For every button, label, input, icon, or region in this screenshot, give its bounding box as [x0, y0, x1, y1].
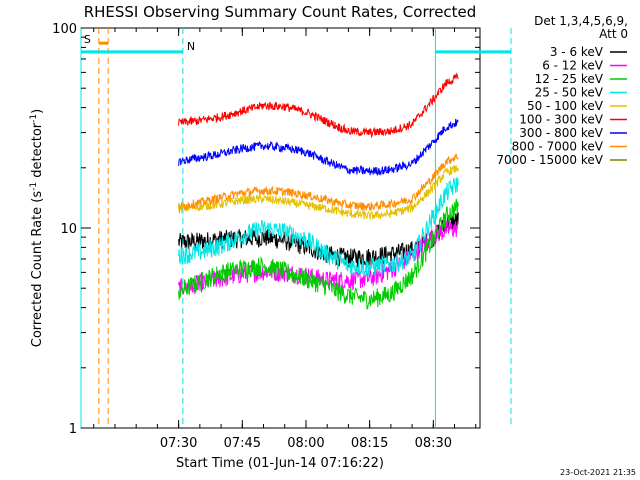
x-tick-label: 07:30 — [160, 436, 197, 451]
series-line — [178, 118, 459, 177]
x-axis-label: Start Time (01-Jun-14 07:16:22) — [176, 456, 384, 471]
series-line — [178, 153, 459, 211]
legend-label: 300 - 800 keV — [519, 126, 603, 140]
series-line — [178, 220, 459, 298]
x-tick-label: 07:45 — [224, 436, 261, 451]
y-axis-label-end: ) — [30, 109, 45, 114]
legend-label: 3 - 6 keV — [550, 45, 604, 59]
legend-label: 50 - 100 keV — [527, 99, 604, 113]
x-tick-label: 08:00 — [287, 436, 324, 451]
series-line — [178, 165, 459, 220]
flag-label: N — [187, 40, 195, 53]
series-layer — [178, 72, 459, 310]
legend-label: 6 - 12 keV — [542, 59, 604, 73]
y-tick-label: 100 — [52, 22, 77, 37]
y-axis-label-sup1: -1 — [29, 182, 39, 191]
legend-label: 25 - 50 keV — [535, 86, 604, 100]
legend-label: 7000 - 15000 keV — [496, 153, 603, 167]
legend-label: 100 - 300 keV — [519, 113, 603, 127]
legend-label: 12 - 25 keV — [535, 72, 604, 86]
flag-label: S — [84, 33, 91, 46]
y-axis-label-main: Corrected Count Rate (s — [30, 191, 45, 348]
x-tick-label: 08:15 — [351, 436, 388, 451]
y-axis-label-sup2: -1 — [29, 114, 39, 123]
legend-header-attenuator: Att 0 — [599, 27, 628, 41]
series-line — [178, 177, 459, 277]
legend-header-detectors: Det 1,3,4,5,6,9, — [534, 14, 628, 28]
y-axis-label-mid: detector — [30, 122, 45, 182]
axes-layer: 07:30 07:45 08:00 08:15 08:30 1 10 100 — [52, 22, 480, 451]
legend-label: 800 - 7000 keV — [512, 140, 604, 154]
y-tick-label: 10 — [60, 222, 77, 237]
chart-title: RHESSI Observing Summary Count Rates, Co… — [84, 3, 477, 21]
x-tick-label: 08:30 — [415, 436, 452, 451]
series-line — [178, 72, 459, 139]
y-tick-label: 1 — [69, 422, 77, 437]
y-axis-label: Corrected Count Rate (s-1 detector-1) — [29, 109, 45, 347]
timestamp: 23-Oct-2021 21:35 — [560, 468, 636, 477]
series-line — [178, 198, 459, 310]
